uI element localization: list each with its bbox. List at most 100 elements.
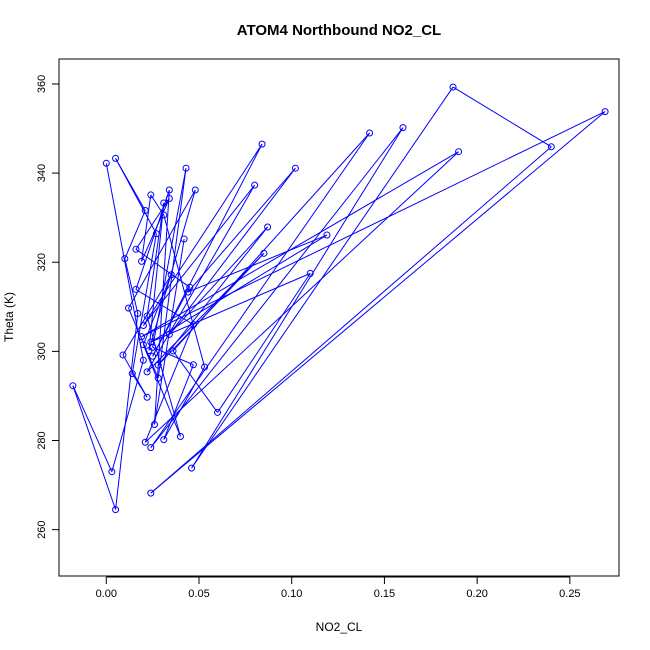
data-point <box>125 304 133 312</box>
data-point <box>165 186 173 194</box>
series-line-segment <box>157 168 187 379</box>
data-point <box>138 257 146 265</box>
series-line-segment <box>168 226 268 335</box>
series-line-segment <box>150 234 328 343</box>
data-point <box>150 420 158 428</box>
data-point <box>258 140 266 148</box>
data-point <box>191 186 199 194</box>
series-line-segment <box>141 111 606 338</box>
x-tick-label: 0.20 <box>466 588 487 600</box>
data-point <box>260 249 268 257</box>
series-line-segment <box>150 111 606 494</box>
y-axis-label: Theta (K) <box>2 292 16 342</box>
y-tick-label: 300 <box>36 342 48 360</box>
series-points <box>69 83 609 514</box>
series-line-segment <box>191 127 404 469</box>
x-tick-label: 0.00 <box>96 588 117 600</box>
data-point <box>102 159 110 167</box>
data-point <box>323 231 331 239</box>
data-point <box>188 464 196 472</box>
data-point <box>449 83 457 91</box>
data-point <box>143 393 151 401</box>
series-line-segment <box>135 189 170 290</box>
data-point <box>189 361 197 369</box>
data-point <box>147 444 155 452</box>
data-point <box>399 124 407 132</box>
data-point <box>165 195 173 203</box>
y-tick-label: 360 <box>36 75 48 93</box>
y-tick-label: 260 <box>36 520 48 538</box>
series-line-segment <box>168 167 296 335</box>
series-line-segment <box>141 151 459 338</box>
x-tick-label: 0.10 <box>281 588 302 600</box>
series-line-segment <box>172 132 370 352</box>
series-line-segment <box>187 234 328 293</box>
x-axis-label: NO2_CL <box>316 620 363 634</box>
series-line-segment <box>135 248 191 288</box>
series-line-segment <box>153 190 170 425</box>
chart-title: ATOM4 Northbound NO2_CL <box>237 22 441 39</box>
data-point <box>147 338 155 346</box>
series-line-segment <box>452 86 552 148</box>
data-point <box>201 363 209 371</box>
y-axis: 260 280 300 320 340 360 <box>36 75 60 539</box>
series-line-segment <box>150 132 371 448</box>
x-tick-label: 0.15 <box>374 588 395 600</box>
series-line-segment <box>111 360 144 472</box>
series-line-segment <box>150 272 311 343</box>
series-line-segment <box>148 202 165 351</box>
y-tick-label: 340 <box>36 164 48 182</box>
y-tick-label: 280 <box>36 431 48 449</box>
data-point <box>141 207 149 215</box>
data-point <box>165 330 173 338</box>
series-line-segment <box>217 273 311 413</box>
data-point <box>128 370 136 378</box>
data-point <box>147 489 155 497</box>
data-point <box>264 223 272 231</box>
series-line-segment <box>115 313 139 510</box>
series-line-segment <box>150 146 552 494</box>
series-line-segment <box>146 184 256 373</box>
series-line-segment <box>157 226 269 366</box>
data-point <box>141 438 149 446</box>
data-point <box>132 285 140 293</box>
data-point <box>291 164 299 172</box>
data-point <box>152 230 160 238</box>
y-tick-label: 320 <box>36 253 48 271</box>
data-point <box>149 352 157 360</box>
series-line-segment <box>163 214 206 368</box>
series-line-segment <box>163 366 205 440</box>
series-line-segment <box>144 324 194 443</box>
data-point <box>138 333 146 341</box>
data-point <box>143 368 151 376</box>
x-axis: 0.00 0.05 0.10 0.15 0.20 0.25 <box>96 576 581 600</box>
series-line-segment <box>128 189 196 309</box>
series-line-segment <box>172 350 218 413</box>
x-tick-label: 0.25 <box>559 588 580 600</box>
series-line-segment <box>152 168 187 348</box>
data-point <box>112 154 120 162</box>
data-point <box>119 351 127 359</box>
data-point <box>366 129 374 137</box>
series-line-segment <box>131 233 157 374</box>
series-line-segment <box>124 258 139 314</box>
series-line-segment <box>124 210 146 259</box>
data-point <box>147 191 155 199</box>
series-line-segment <box>72 385 113 472</box>
data-point <box>251 181 259 189</box>
data-point <box>214 408 222 416</box>
data-point <box>160 199 168 207</box>
x-tick-label: 0.05 <box>188 588 209 600</box>
data-point <box>455 148 463 156</box>
data-point <box>69 382 77 390</box>
data-point <box>112 506 120 514</box>
series-line-segment <box>115 158 157 234</box>
data-point <box>601 108 609 116</box>
series-line-segment <box>141 194 152 262</box>
data-point <box>180 235 188 243</box>
series-line-segment <box>150 127 404 448</box>
data-point <box>139 322 147 330</box>
series-line-segment <box>144 151 459 443</box>
series-line-segment <box>128 307 159 379</box>
